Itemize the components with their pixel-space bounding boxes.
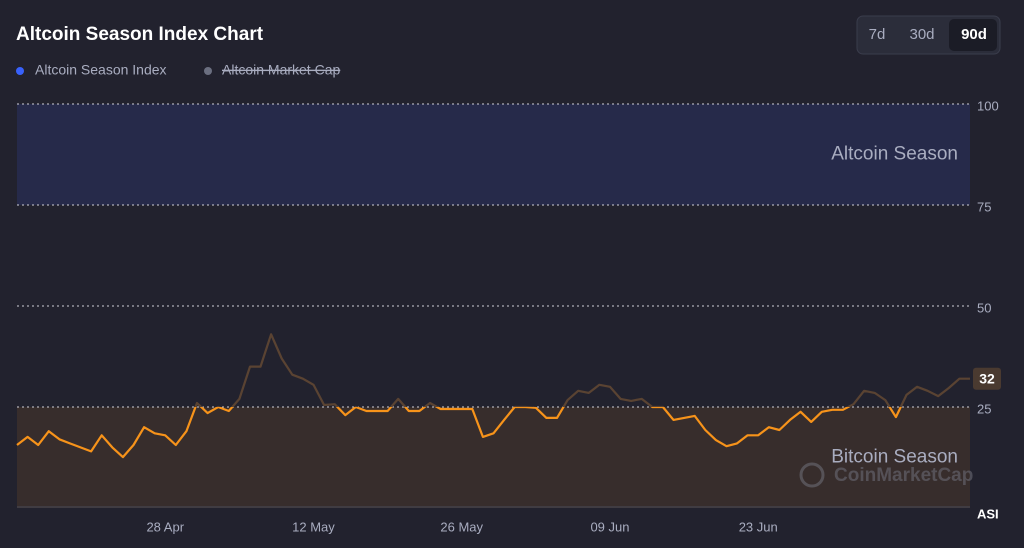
y-axis-label: ASI <box>977 506 999 521</box>
x-tick-label: 12 May <box>292 519 335 534</box>
last-value-badge <box>973 367 1001 390</box>
y-tick-label: 50 <box>977 300 991 315</box>
band-label: Altcoin Season <box>831 144 958 165</box>
range-button[interactable]: 7d <box>869 26 886 43</box>
x-tick-label: 09 Jun <box>590 519 629 534</box>
band <box>17 104 970 205</box>
x-tick-label: 26 May <box>440 519 483 534</box>
series-line <box>16 333 970 459</box>
watermark-logo <box>799 462 825 488</box>
x-tick-label: 28 Apr <box>146 519 184 534</box>
legend-marker <box>204 67 212 75</box>
legend-marker <box>16 67 24 75</box>
y-tick-label: 75 <box>977 199 991 214</box>
last-value-label: 32 <box>979 370 995 386</box>
range-button[interactable]: 90d <box>961 26 987 43</box>
band-label: Bitcoin Season <box>831 447 958 468</box>
range-button[interactable]: 30d <box>909 26 934 43</box>
legend-label[interactable]: Altcoin Season Index <box>35 62 167 78</box>
band <box>17 407 970 508</box>
x-tick-label: 23 Jun <box>739 519 778 534</box>
range-button-active[interactable] <box>949 19 997 51</box>
watermark: CoinMarketCap <box>834 465 973 486</box>
chart-title: Altcoin Season Index Chart <box>16 24 264 45</box>
legend-label[interactable]: Altcoin Market Cap <box>222 62 340 78</box>
y-tick-label: 25 <box>977 401 991 416</box>
y-tick-label: 100 <box>977 98 999 113</box>
